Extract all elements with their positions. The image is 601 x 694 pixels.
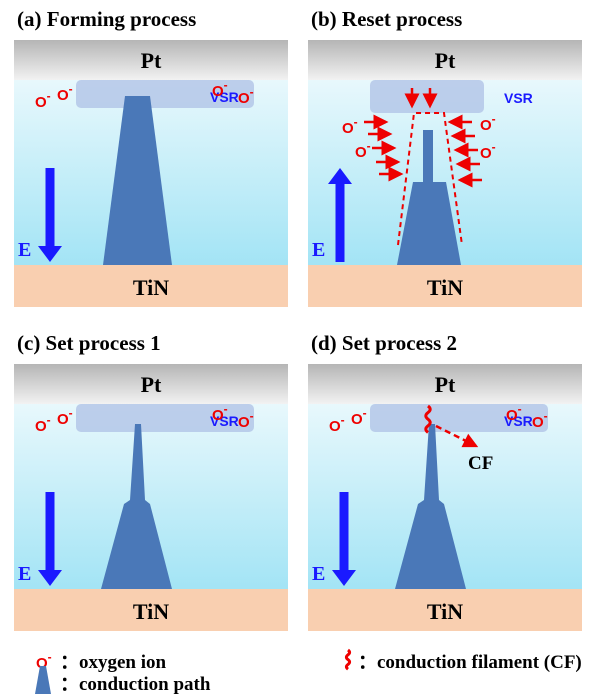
vsr-label: VSR bbox=[504, 90, 533, 106]
legend-path: ：conduction path bbox=[60, 674, 211, 694]
cf-label: CF bbox=[468, 453, 493, 474]
bottom-label: TiN bbox=[427, 275, 463, 300]
panel-title: (d) Set process 2 bbox=[311, 331, 457, 355]
ion-charge: - bbox=[492, 140, 496, 154]
ion-charge: - bbox=[224, 78, 228, 92]
ion-symbol: O bbox=[35, 418, 47, 435]
diagram: (a) Forming processPtTiNVSRO-O-O-O-E(b) … bbox=[0, 0, 601, 694]
ion-symbol: O bbox=[342, 120, 354, 137]
legend-ion: ：oxygen ion bbox=[60, 652, 167, 673]
ion-symbol: O bbox=[355, 144, 367, 161]
field-label: E bbox=[312, 239, 325, 261]
ion-symbol: O bbox=[532, 414, 544, 431]
ion-charge: - bbox=[224, 402, 228, 416]
vsr-region bbox=[370, 80, 484, 113]
ion-charge: - bbox=[544, 409, 548, 423]
legend-filament: ：conduction filament (CF) bbox=[358, 652, 582, 673]
ion-charge: - bbox=[363, 406, 367, 420]
ion-charge: - bbox=[69, 82, 73, 96]
ion-symbol: O bbox=[212, 407, 224, 424]
top-label: Pt bbox=[435, 48, 456, 73]
ion-symbol: O bbox=[57, 411, 69, 428]
filament bbox=[346, 650, 349, 669]
bottom-label: TiN bbox=[427, 599, 463, 624]
top-label: Pt bbox=[141, 372, 162, 397]
top-label: Pt bbox=[435, 372, 456, 397]
ion-charge: - bbox=[250, 409, 254, 423]
ion-charge: - bbox=[47, 413, 51, 427]
bottom-label: TiN bbox=[133, 275, 169, 300]
ion-symbol: O bbox=[238, 414, 250, 431]
ion-charge: - bbox=[69, 406, 73, 420]
field-label: E bbox=[18, 239, 31, 261]
ion-symbol: O bbox=[57, 87, 69, 104]
ion-symbol: O bbox=[238, 90, 250, 107]
ion-symbol: O bbox=[35, 94, 47, 111]
bottom-label: TiN bbox=[133, 599, 169, 624]
ion-symbol: O bbox=[212, 83, 224, 100]
ion-charge: - bbox=[48, 650, 52, 664]
ion-symbol: O bbox=[351, 411, 363, 428]
field-label: E bbox=[312, 563, 325, 585]
ion-charge: - bbox=[341, 413, 345, 427]
ion-charge: - bbox=[367, 139, 371, 153]
ion-symbol: O bbox=[506, 407, 518, 424]
ion-charge: - bbox=[354, 115, 358, 129]
top-label: Pt bbox=[141, 48, 162, 73]
ion-charge: - bbox=[250, 85, 254, 99]
ion-charge: - bbox=[518, 402, 522, 416]
field-label: E bbox=[18, 563, 31, 585]
ion-symbol: O bbox=[480, 145, 492, 162]
panel-title: (b) Reset process bbox=[311, 7, 462, 31]
ion-symbol: O bbox=[480, 117, 492, 134]
ion-symbol: O bbox=[329, 418, 341, 435]
ion-charge: - bbox=[47, 89, 51, 103]
panel-title: (a) Forming process bbox=[17, 7, 196, 31]
ion-charge: - bbox=[492, 112, 496, 126]
panel-title: (c) Set process 1 bbox=[17, 331, 161, 355]
